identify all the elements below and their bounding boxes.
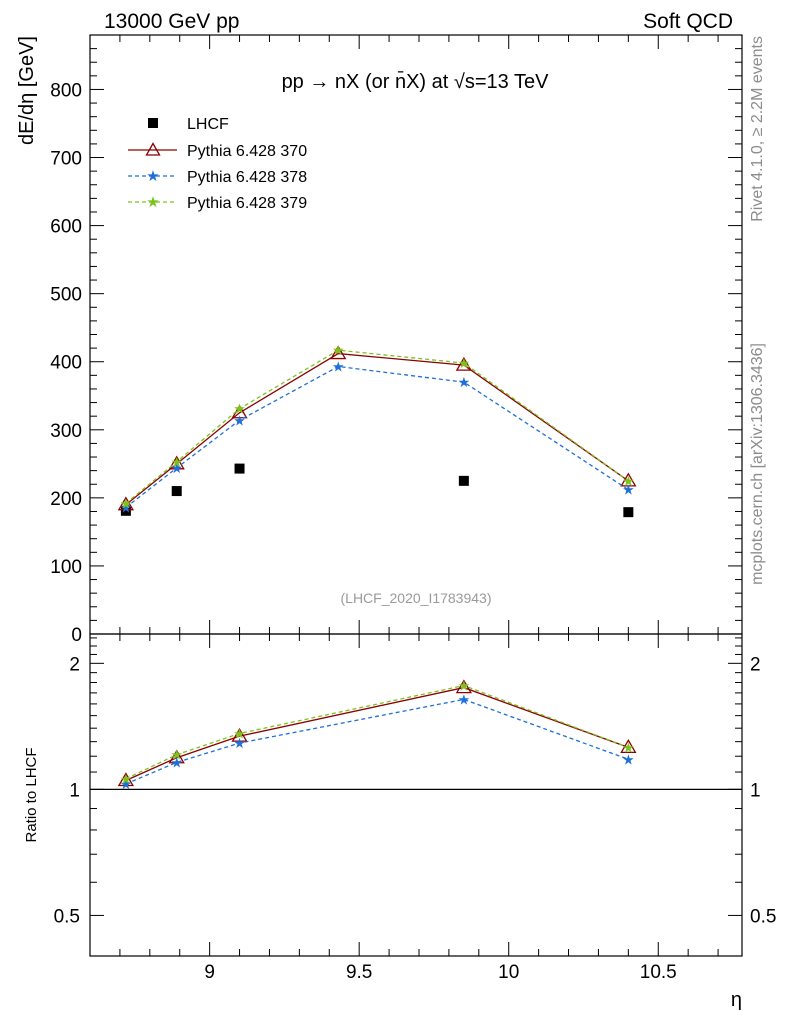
series-marker-3: ★ <box>170 454 183 470</box>
ratio-marker-1: ★ <box>458 691 471 707</box>
ratio-marker-2: ★ <box>622 739 635 755</box>
x-axis-label: η <box>731 989 742 1011</box>
lhcf-data-point <box>623 507 634 518</box>
rivet-version-text: Rivet 4.1.0, ≥ 2.2M events <box>749 36 766 222</box>
series-marker-2: ★ <box>233 412 246 428</box>
ratio-marker-0 <box>455 679 472 694</box>
legend-marker-pythia-378: ★ <box>146 168 159 185</box>
lhcf-data-point <box>458 475 469 486</box>
header-left: 13000 GeV pp <box>104 10 239 33</box>
y-tick-label: 300 <box>50 421 82 442</box>
ratio-y-tick-label: 2 <box>69 654 80 675</box>
ratio-marker-2: ★ <box>170 747 183 763</box>
legend-entry-pythia-378: ★ Pythia 6.428 378 <box>128 168 307 186</box>
ratio-marker-1: ★ <box>120 776 133 792</box>
y-tick-label: 400 <box>50 353 82 374</box>
ratio-axes: 9 9.5 10 10.5 0.5 0.5 1 1 2 2 <box>54 634 776 983</box>
ratio-y-tick-label: 1 <box>69 780 80 801</box>
series-marker-2: ★ <box>120 499 133 515</box>
x-tick-label: 9 <box>204 962 215 983</box>
ratio-y-tick-label: 0.5 <box>54 906 80 927</box>
y-tick-label: 500 <box>50 285 82 306</box>
main-axes: 0 100 200 300 400 500 600 700 800 <box>50 35 742 646</box>
series-marker-1 <box>168 455 185 470</box>
ratio-marker-1: ★ <box>170 754 183 770</box>
mcplots-reference-text: mcplots.cern.ch [arXiv:1306.3436] <box>749 343 766 585</box>
y-tick-label: 800 <box>50 80 82 101</box>
series-marker-1 <box>330 345 347 360</box>
series-marker-2: ★ <box>170 460 183 476</box>
legend-marker-pythia-370 <box>145 142 161 156</box>
series-line-2 <box>125 365 629 508</box>
lhcf-data-point <box>120 505 131 516</box>
legend: LHCF Pythia 6.428 370 ★ Pythia 6.428 378… <box>128 116 307 212</box>
legend-label-pythia-379: Pythia 6.428 379 <box>187 195 307 212</box>
legend-marker-pythia-379: ★ <box>146 194 159 211</box>
ratio-marker-1: ★ <box>233 735 246 751</box>
ratio-line-1 <box>125 698 629 785</box>
series-marker-1 <box>620 472 637 487</box>
ratio-marker-0 <box>620 739 637 753</box>
series-marker-2: ★ <box>458 374 471 390</box>
ratio-marker-2: ★ <box>233 725 246 741</box>
series-marker-3: ★ <box>458 355 471 371</box>
x-tick-label: 10.5 <box>640 962 677 983</box>
ratio-plot-frame <box>89 633 743 957</box>
main-y-axis-label: dE/dη [GeV] <box>16 36 38 145</box>
series-marker-3: ★ <box>622 473 635 489</box>
legend-marker-lhcf <box>148 118 158 128</box>
y-tick-label: 0 <box>71 625 82 646</box>
ratio-y-tick-label-right: 2 <box>750 654 761 675</box>
y-tick-label: 100 <box>50 557 82 578</box>
series-marker-1 <box>455 356 472 371</box>
legend-label-lhcf: LHCF <box>187 116 229 133</box>
y-tick-label: 200 <box>50 489 82 510</box>
plot-title: pp → nX (or n̄X) at √s=13 TeV <box>282 70 550 93</box>
series-marker-3: ★ <box>233 401 246 417</box>
ratio-marker-1: ★ <box>622 751 635 767</box>
ratio-marker-0 <box>231 727 248 742</box>
series-marker-3: ★ <box>120 495 133 511</box>
ratio-line-0 <box>125 686 629 782</box>
main-series-layer: ★★★★★★★★★★★★ <box>117 342 637 518</box>
analysis-annotation: (LHCF_2020_I1783943) <box>341 590 492 606</box>
y-tick-label: 700 <box>50 149 82 170</box>
legend-entry-pythia-370: Pythia 6.428 370 <box>128 142 307 160</box>
series-line-3 <box>125 349 629 504</box>
y-tick-label: 600 <box>50 217 82 238</box>
ratio-y-axis-label: Ratio to LHCF <box>23 747 40 842</box>
ratio-marker-0 <box>117 772 135 787</box>
series-marker-3: ★ <box>332 342 345 358</box>
series-marker-2: ★ <box>622 482 635 498</box>
ratio-line-2 <box>125 684 629 780</box>
lhcf-data-point <box>234 463 245 474</box>
ratio-y-tick-label-right: 1 <box>750 780 761 801</box>
series-marker-2: ★ <box>332 358 345 374</box>
header-right: Soft QCD <box>643 10 733 33</box>
ratio-marker-2: ★ <box>120 771 133 787</box>
series-line-1 <box>125 352 629 506</box>
ratio-marker-2: ★ <box>458 678 471 694</box>
legend-entry-lhcf: LHCF <box>148 116 229 133</box>
x-tick-label: 10 <box>498 962 519 983</box>
series-marker-1 <box>117 496 135 511</box>
legend-label-pythia-378: Pythia 6.428 378 <box>187 169 307 186</box>
x-tick-label: 9.5 <box>346 962 372 983</box>
ratio-series-layer: ★★★★★★★★★★ <box>117 678 637 792</box>
legend-label-pythia-370: Pythia 6.428 370 <box>187 143 307 160</box>
lhcf-data-point <box>171 486 182 497</box>
ratio-y-tick-label-right: 0.5 <box>750 906 776 927</box>
legend-entry-pythia-379: ★ Pythia 6.428 379 <box>128 194 307 212</box>
